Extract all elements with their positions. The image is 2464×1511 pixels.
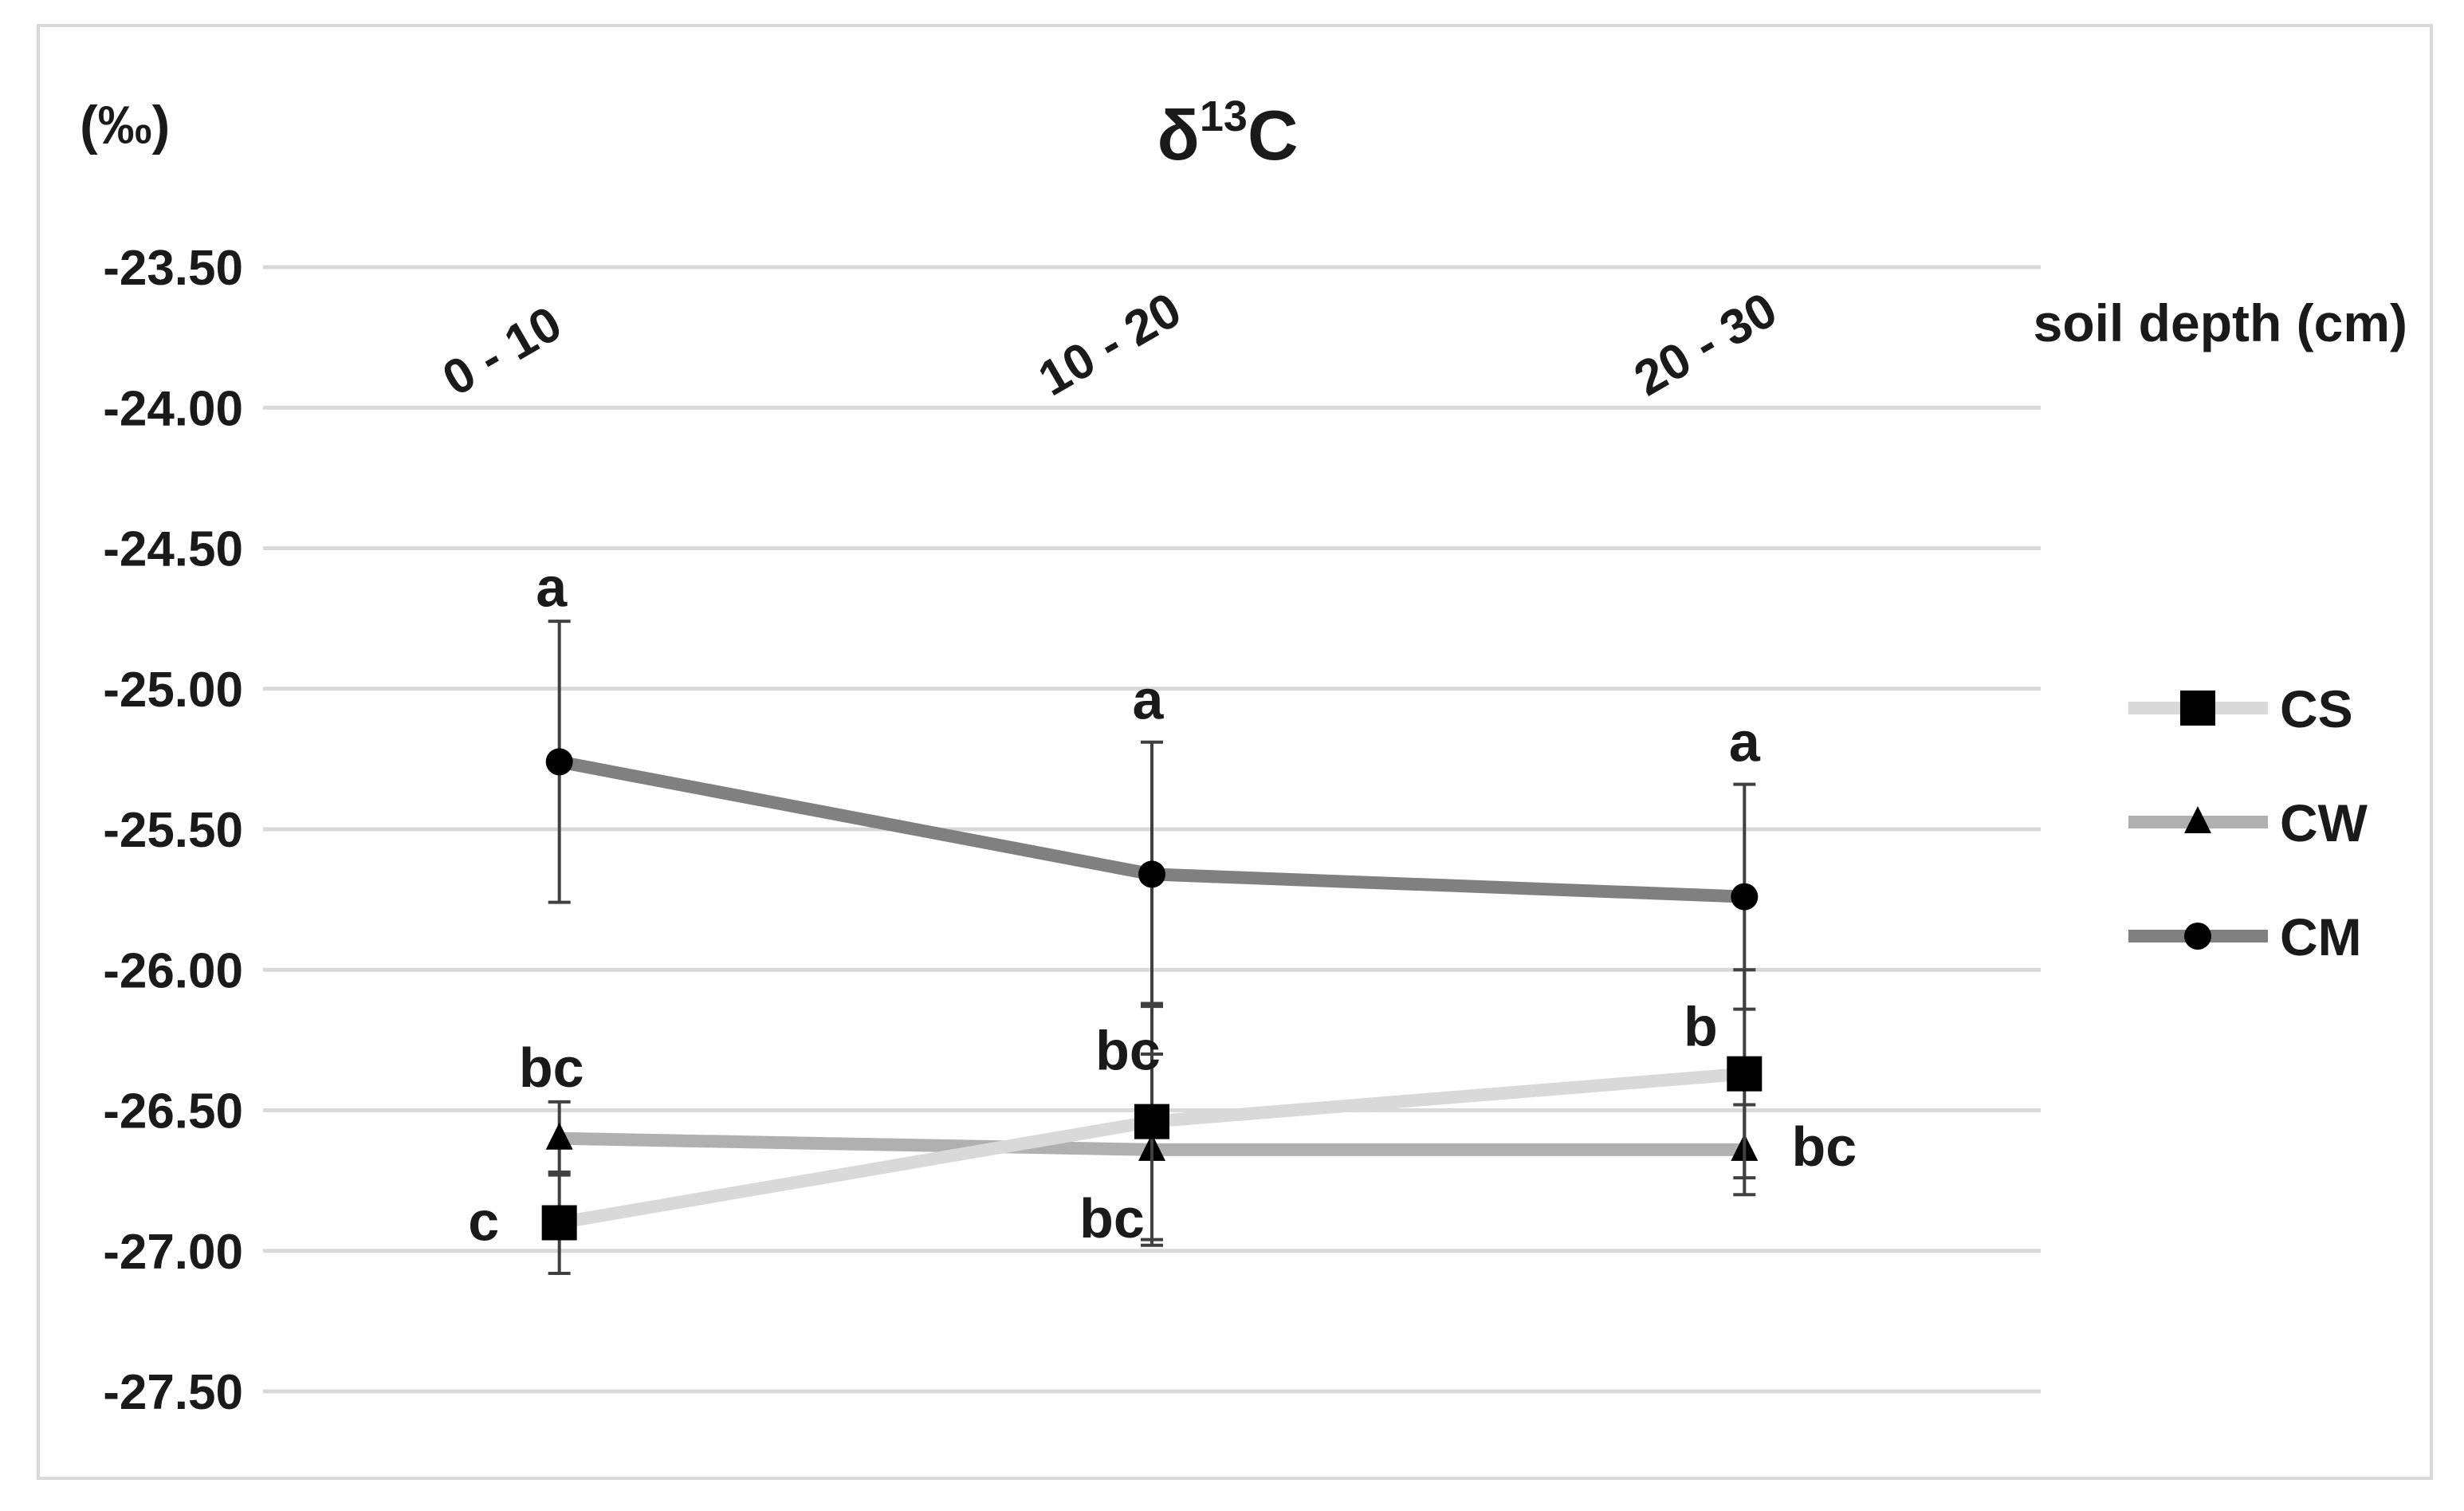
data-point <box>1138 860 1165 888</box>
y-tick-label: -27.00 <box>103 1225 243 1280</box>
y-axis-ticks: -23.50 -24.00 -24.50 -25.00 -25.50 -26.00 -26.… <box>103 241 243 1420</box>
series-cm: a a a <box>536 556 1761 1011</box>
x-axis-label: soil depth (cm) <box>2034 293 2407 352</box>
significance-label: a <box>536 556 568 618</box>
legend-item-cm: CM <box>2128 907 2362 966</box>
series-layer: bc bc bc c bc b a a a <box>468 556 1857 1275</box>
legend-label: CM <box>2280 907 2362 966</box>
y-tick-label: -23.50 <box>103 241 243 296</box>
chart-title-tail: C <box>1248 96 1299 175</box>
chart-title-main: δ <box>1157 96 1199 175</box>
data-point <box>1134 1104 1169 1139</box>
x-tick-label: 0 - 10 <box>434 296 571 407</box>
y-tick-label: -26.00 <box>103 943 243 998</box>
legend-item-cw: CW <box>2128 793 2368 852</box>
legend: CS CW CM <box>2128 679 2368 966</box>
significance-label: bc <box>1095 1020 1161 1082</box>
significance-label: bc <box>1791 1116 1857 1178</box>
data-point <box>1727 1056 1763 1092</box>
y-tick-label: -27.50 <box>103 1365 243 1420</box>
legend-label: CW <box>2280 793 2368 852</box>
data-point <box>1731 883 1759 911</box>
significance-label: b <box>1684 996 1718 1058</box>
x-axis-categories: 0 - 10 10 - 20 20 - 30 <box>434 282 1786 407</box>
significance-label: c <box>468 1190 499 1253</box>
chart-title-superscript: 13 <box>1200 92 1248 140</box>
data-point <box>545 748 573 776</box>
chart-frame <box>37 24 2433 1480</box>
legend-item-cs: CS <box>2128 679 2353 738</box>
series-cw: bc bc bc <box>519 1037 1857 1249</box>
significance-label: a <box>1729 711 1761 773</box>
legend-label: CS <box>2280 679 2353 738</box>
y-tick-label: -24.00 <box>103 381 243 436</box>
y-tick-label: -26.50 <box>103 1084 243 1139</box>
y-tick-label: -25.50 <box>103 803 243 858</box>
legend-marker <box>2184 923 2211 950</box>
legend-marker <box>2180 691 2215 726</box>
data-point <box>541 1205 577 1241</box>
legend-marker <box>2184 806 2211 833</box>
x-tick-label: 20 - 30 <box>1625 282 1786 407</box>
significance-label: bc <box>519 1037 584 1099</box>
significance-label: a <box>1133 668 1165 730</box>
significance-label: bc <box>1079 1187 1145 1249</box>
y-tick-label: -25.00 <box>103 663 243 718</box>
data-point <box>545 1122 573 1150</box>
chart-title: δ13C <box>1157 92 1298 175</box>
series-cs: c bc b <box>468 968 1763 1275</box>
x-tick-label: 10 - 20 <box>1030 282 1191 407</box>
y-tick-label: -24.50 <box>103 522 243 577</box>
y-axis-label: (‰) <box>80 95 170 155</box>
